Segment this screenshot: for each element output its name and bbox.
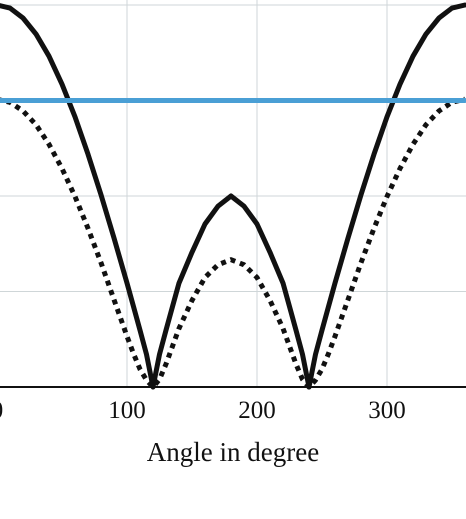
grid-lines (0, 0, 466, 388)
series-line-2 (0, 96, 466, 390)
x-ticks: 0 100 200 300 (0, 397, 406, 424)
x-tick-label: 100 (108, 397, 146, 424)
x-tick-label: 200 (238, 397, 276, 424)
plot-series (0, 2, 466, 390)
x-tick-label: 0 (0, 397, 3, 424)
series-line-1 (0, 2, 466, 390)
x-axis-label: Angle in degree (147, 437, 319, 467)
x-tick-label: 300 (368, 397, 406, 424)
